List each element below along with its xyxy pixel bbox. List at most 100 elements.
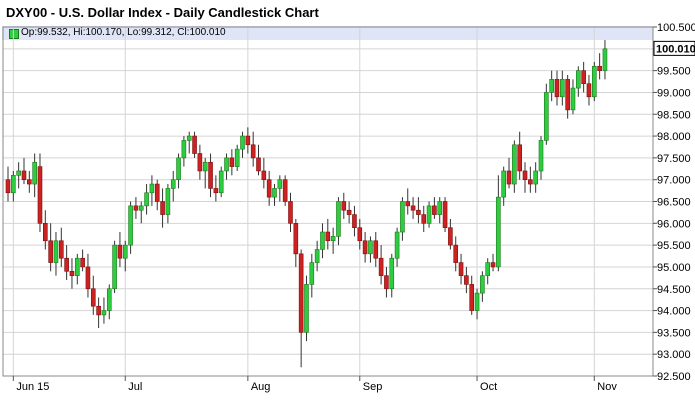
candle bbox=[101, 297, 107, 324]
chart-title: DXY00 - U.S. Dollar Index - Daily Candle… bbox=[6, 5, 319, 20]
candle bbox=[149, 175, 155, 206]
candle bbox=[64, 245, 69, 281]
candle bbox=[37, 153, 43, 233]
candle bbox=[160, 188, 165, 228]
candle bbox=[5, 166, 11, 202]
candle bbox=[176, 153, 181, 189]
candle bbox=[405, 188, 411, 215]
candle bbox=[53, 232, 59, 276]
candle bbox=[586, 74, 592, 106]
candle bbox=[464, 266, 469, 294]
candle bbox=[330, 227, 336, 254]
candle bbox=[373, 232, 379, 267]
last-price-marker: 100.010 bbox=[653, 40, 695, 56]
candle bbox=[266, 170, 272, 206]
candle bbox=[69, 258, 75, 289]
candle bbox=[202, 157, 208, 189]
y-tick-label: 96.000 bbox=[657, 218, 691, 230]
candle bbox=[186, 131, 192, 154]
candle bbox=[133, 197, 139, 219]
candle bbox=[570, 79, 576, 115]
ohlc-info-bar bbox=[2, 26, 653, 40]
candle bbox=[432, 197, 437, 219]
candle bbox=[282, 175, 288, 206]
candle bbox=[458, 253, 464, 285]
x-tick-label: Jun 15 bbox=[16, 381, 49, 393]
candle bbox=[437, 197, 443, 224]
candle bbox=[58, 227, 64, 267]
candle bbox=[357, 218, 363, 250]
candle bbox=[394, 227, 400, 267]
candle bbox=[181, 136, 187, 167]
candle bbox=[80, 249, 85, 272]
candle bbox=[298, 249, 304, 368]
candle bbox=[549, 70, 554, 102]
y-tick-label: 97.000 bbox=[657, 175, 691, 187]
candle bbox=[352, 205, 357, 237]
candle bbox=[106, 284, 112, 320]
candle bbox=[320, 223, 325, 259]
candle bbox=[506, 157, 512, 189]
candle bbox=[565, 74, 570, 119]
y-tick-label: 96.500 bbox=[657, 197, 691, 209]
candle bbox=[314, 240, 320, 272]
candle bbox=[218, 166, 224, 198]
candle bbox=[496, 175, 501, 272]
candle bbox=[197, 144, 203, 180]
candle bbox=[245, 127, 251, 154]
candle bbox=[96, 297, 101, 329]
x-tick-label: Aug bbox=[251, 381, 271, 393]
candle bbox=[208, 153, 213, 198]
candle bbox=[48, 223, 53, 272]
candle bbox=[591, 61, 597, 102]
candle bbox=[533, 162, 538, 193]
x-tick-label: Jul bbox=[128, 381, 142, 393]
x-axis: Jun 15 Jul Aug Sep Oct Nov bbox=[12, 376, 617, 393]
y-tick-label: 97.500 bbox=[657, 153, 691, 165]
candle bbox=[170, 170, 176, 202]
candle bbox=[27, 170, 32, 193]
candle bbox=[453, 236, 459, 272]
candle bbox=[490, 253, 496, 272]
candle bbox=[288, 192, 293, 233]
candle bbox=[485, 258, 491, 285]
candle bbox=[272, 184, 277, 206]
candle bbox=[240, 131, 245, 158]
candle bbox=[474, 288, 480, 320]
candle bbox=[469, 275, 475, 315]
candle bbox=[554, 70, 560, 106]
candle bbox=[112, 240, 117, 294]
candle bbox=[138, 201, 144, 224]
candle bbox=[229, 149, 235, 176]
candle bbox=[378, 245, 384, 285]
candle bbox=[224, 153, 229, 180]
candle bbox=[581, 61, 586, 93]
y-tick-label: 93.000 bbox=[657, 349, 691, 361]
ohlc-readout: Op:99.532, Hi:100.170, Lo:99.312, Cl:100… bbox=[21, 27, 226, 38]
candle bbox=[256, 144, 261, 176]
candle bbox=[309, 253, 315, 298]
candle bbox=[528, 166, 533, 193]
candle bbox=[74, 253, 80, 285]
candle bbox=[368, 236, 373, 263]
candle bbox=[442, 197, 448, 233]
candle bbox=[213, 175, 219, 202]
candle bbox=[602, 40, 608, 80]
candle bbox=[400, 197, 405, 241]
candle bbox=[128, 201, 133, 254]
last-price-label: 100.010 bbox=[656, 43, 695, 55]
candle bbox=[154, 179, 160, 211]
candle bbox=[576, 66, 581, 97]
candle bbox=[117, 232, 123, 267]
candle bbox=[544, 83, 549, 145]
candle bbox=[144, 184, 149, 215]
y-tick-label: 99.000 bbox=[657, 87, 691, 99]
candle bbox=[21, 157, 27, 185]
candle bbox=[384, 266, 389, 298]
y-tick-label: 94.500 bbox=[657, 284, 691, 296]
candle bbox=[480, 271, 485, 302]
candle bbox=[43, 210, 48, 250]
candle bbox=[16, 162, 21, 189]
y-tick-label: 95.000 bbox=[657, 262, 691, 274]
